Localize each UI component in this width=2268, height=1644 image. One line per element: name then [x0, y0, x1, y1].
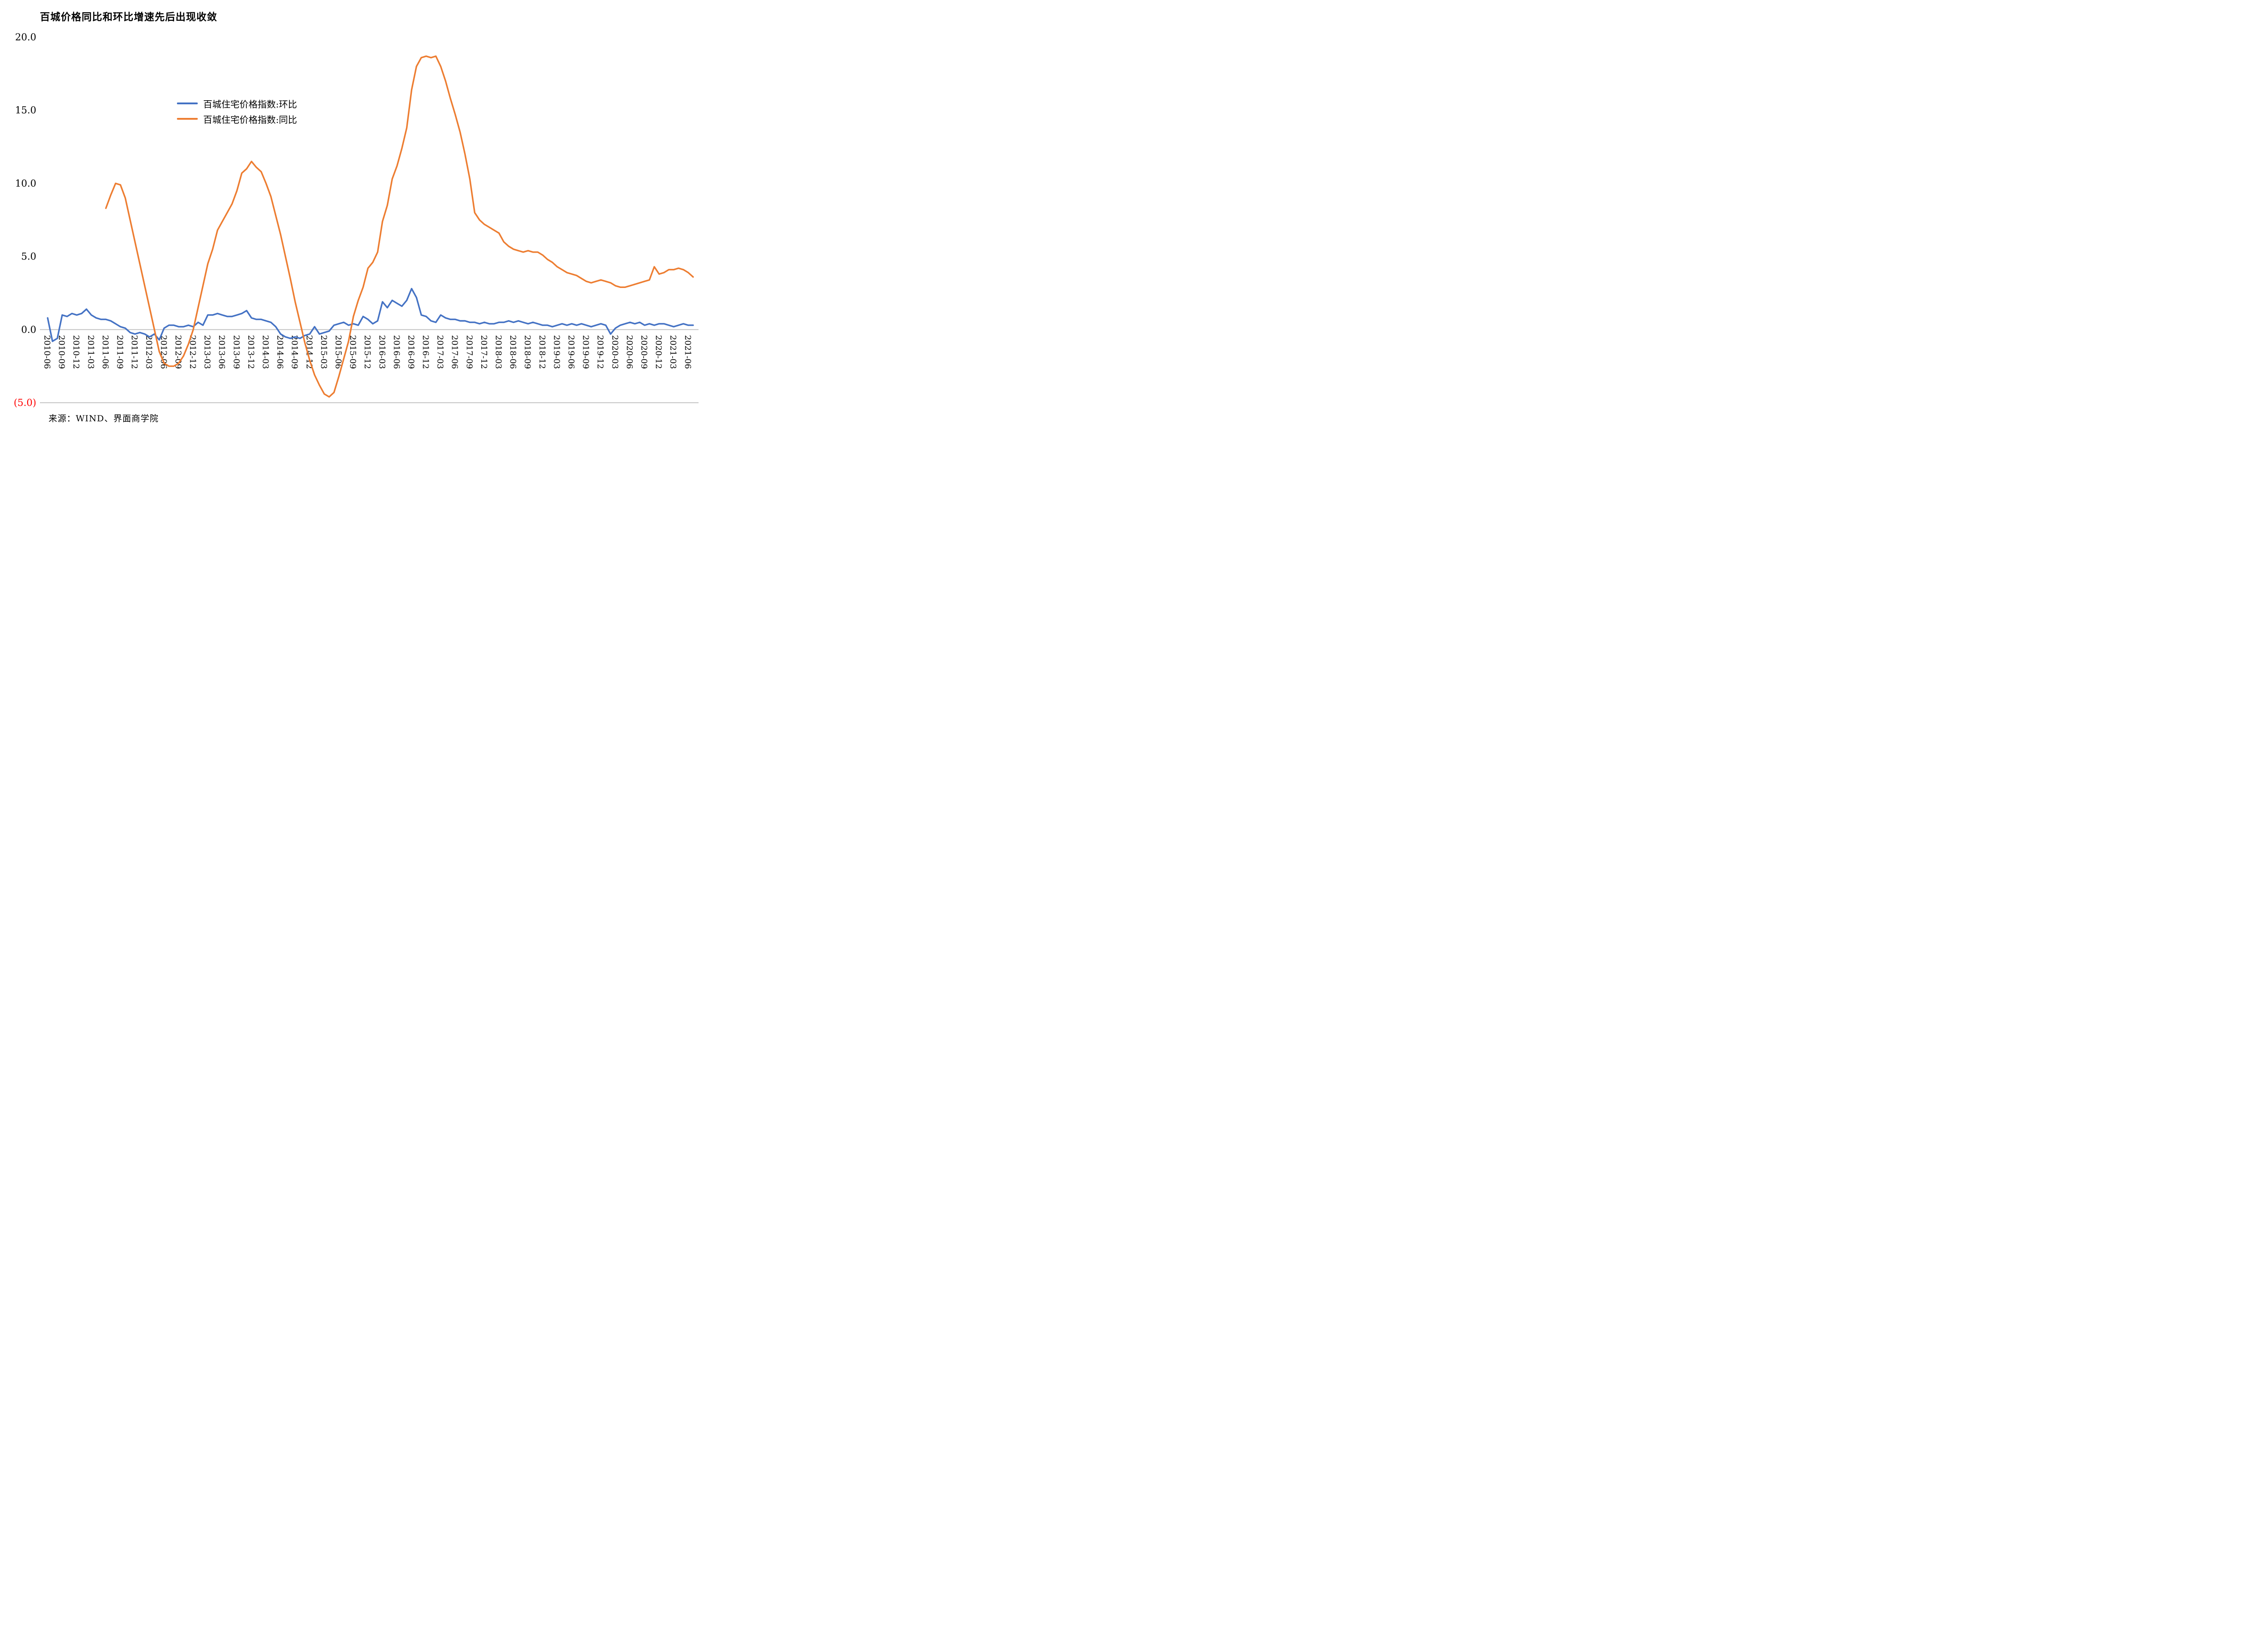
x-tick-label: 2012-06	[159, 335, 168, 369]
x-tick-label: 2011-03	[86, 335, 95, 369]
y-tick-label: 20.0	[15, 32, 36, 43]
x-tick-label: 2018-09	[523, 335, 532, 369]
x-tick-label: 2019-03	[552, 335, 561, 369]
yoy-series-line	[105, 55, 694, 398]
x-tick-label: 2021-03	[668, 335, 678, 369]
legend-line-mom	[177, 102, 198, 104]
x-tick-label: 2017-03	[435, 335, 445, 369]
x-tick-label: 2015-06	[333, 335, 343, 369]
x-tick-label: 2013-03	[202, 335, 212, 369]
chart-title: 百城价格同比和环比增速先后出现收敛	[40, 11, 218, 23]
x-tick-label: 2016-03	[377, 335, 386, 369]
x-tick-label: 2016-09	[406, 335, 415, 369]
source-note: 来源：WIND、界面商学院	[49, 414, 159, 424]
x-tick-label: 2014-03	[260, 335, 270, 369]
x-tick-label: 2010-06	[42, 335, 52, 369]
x-tick-label: 2013-06	[217, 335, 226, 369]
y-tick-label: 0.0	[21, 324, 36, 335]
x-tick-label: 2021-06	[683, 335, 692, 369]
x-tick-label: 2015-09	[348, 335, 357, 369]
legend-label-mom: 百城住宅价格指数:环比	[203, 98, 297, 110]
x-tick-label: 2020-12	[654, 335, 663, 369]
x-tick-label: 2017-06	[450, 335, 459, 369]
x-tick-label: 2019-12	[596, 335, 605, 369]
x-tick-label: 2019-06	[567, 335, 576, 369]
x-tick-label: 2012-12	[188, 335, 197, 369]
x-tick-label: 2020-09	[639, 335, 649, 369]
x-tick-label: 2018-06	[508, 335, 518, 369]
x-tick-label: 2018-12	[537, 335, 547, 369]
y-tick-label: (5.0)	[14, 397, 36, 408]
legend-label-yoy: 百城住宅价格指数:同比	[203, 114, 297, 125]
x-tick-label: 2015-12	[362, 335, 372, 369]
chart-page: 20.0 15.0 10.0 5.0 0.0 (5.0) 2010-06 2010-09 201…	[0, 0, 701, 426]
legend-item-yoy: 百城住宅价格指数:同比	[177, 113, 297, 125]
x-tick-label: 2013-09	[231, 335, 241, 369]
chart-legend: 百城住宅价格指数:环比 百城住宅价格指数:同比	[177, 98, 297, 125]
x-tick-label: 2019-09	[581, 335, 591, 369]
x-tick-label: 2011-12	[130, 335, 139, 369]
x-tick-label: 2013-12	[246, 335, 255, 369]
x-tick-label: 2011-06	[100, 335, 110, 369]
x-tick-label: 2014-09	[290, 335, 299, 369]
x-tick-label: 2017-09	[464, 335, 474, 369]
legend-item-mom: 百城住宅价格指数:环比	[177, 98, 297, 110]
x-tick-label: 2017-12	[479, 335, 489, 369]
x-tick-label: 2016-06	[391, 335, 401, 369]
x-tick-label: 2011-09	[115, 335, 124, 369]
x-tick-label: 2018-03	[494, 335, 503, 369]
x-tick-label: 2015-03	[319, 335, 328, 369]
x-tick-label: 2014-12	[304, 335, 314, 369]
y-tick-label: 5.0	[21, 251, 36, 262]
x-tick-label: 2020-03	[610, 335, 620, 369]
x-tick-label: 2010-12	[71, 335, 81, 369]
x-tick-label: 2016-12	[421, 335, 430, 369]
x-tick-label: 2010-09	[57, 335, 66, 369]
x-tick-label: 2012-03	[144, 335, 154, 369]
mom-series-line	[47, 288, 694, 342]
x-tick-label: 2014-06	[275, 335, 285, 369]
y-tick-label: 15.0	[15, 105, 36, 116]
x-tick-label: 2020-06	[625, 335, 634, 369]
line-chart: 20.0 15.0 10.0 5.0 0.0 (5.0) 2010-06 2010-09 201…	[14, 32, 699, 408]
legend-line-yoy	[177, 118, 198, 120]
y-tick-label: 10.0	[15, 178, 36, 189]
